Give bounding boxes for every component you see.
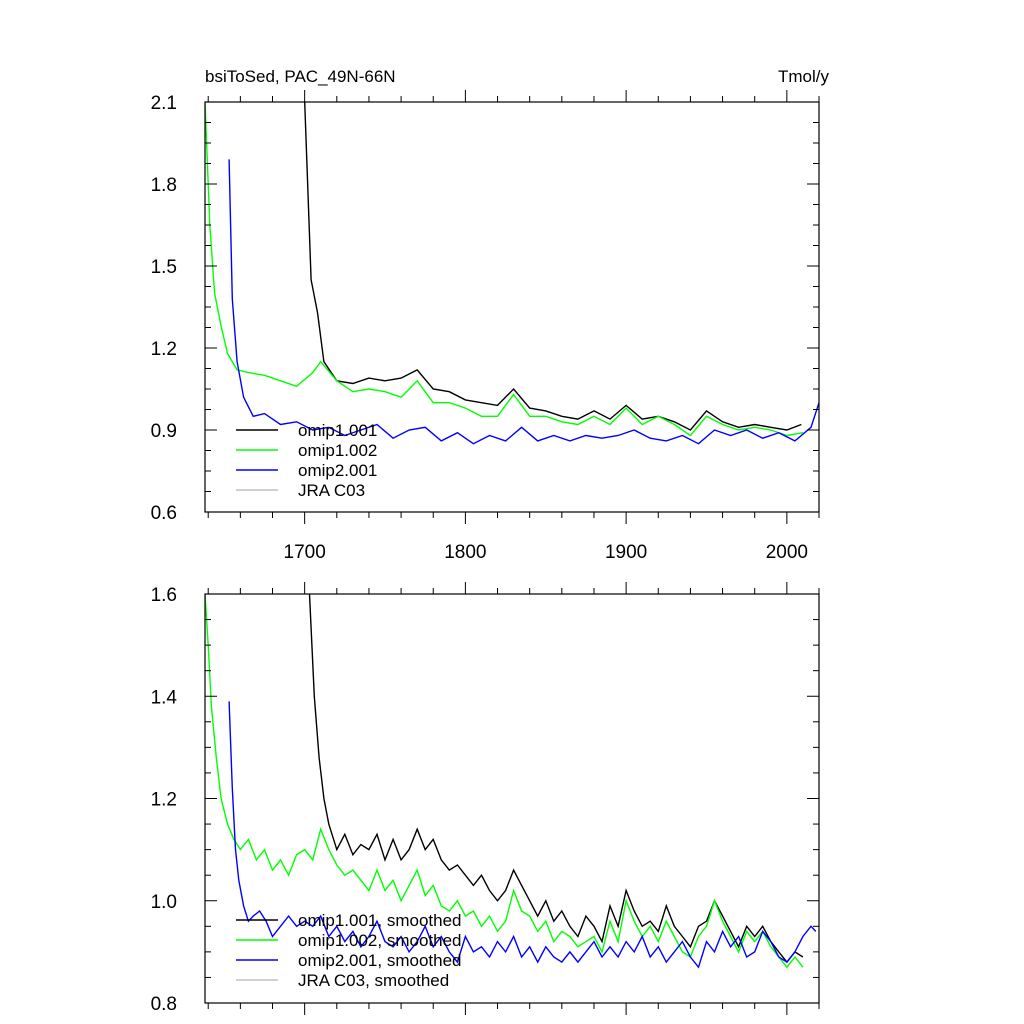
units-label: Tmol/y	[778, 67, 830, 86]
y-tick-label: 1.5	[151, 257, 177, 278]
legend-label: omip1.002	[298, 441, 377, 460]
legend-label: omip1.001	[298, 421, 377, 440]
legend-label: JRA C03, smoothed	[298, 971, 449, 990]
y-tick-label: 0.6	[151, 503, 177, 524]
x-tick-label: 1900	[605, 542, 647, 563]
series-line-1-1	[205, 594, 804, 969]
y-tick-label: 1.4	[151, 687, 178, 708]
y-tick-label: 0.8	[151, 994, 177, 1015]
series-line-0-2	[228, 159, 819, 445]
top-panel: 0.6 0.9 1.2 1.5 1.8 2.1 1700 1800 1900 2000 omip1.…	[151, 90, 820, 563]
x-tick-label: 1800	[444, 542, 486, 563]
legend-label: omip2.001	[298, 461, 377, 480]
y-tick-label: 1.6	[151, 585, 177, 606]
y-tick-label: 0.9	[151, 421, 177, 442]
series-line-1-2	[228, 701, 817, 969]
y-tick-label: 1.2	[151, 339, 177, 360]
y-tick-label: 2.1	[151, 93, 177, 114]
legend-label: JRA C03	[298, 481, 365, 500]
legend-label: omip1.002, smoothed	[298, 931, 462, 950]
series-line-0-1	[205, 102, 804, 437]
legend-label: omip2.001, smoothed	[298, 951, 462, 970]
y-tick-label: 1.0	[151, 892, 177, 913]
y-tick-label: 1.2	[151, 790, 177, 811]
y-tick-label: 1.8	[151, 175, 177, 196]
legend-label: omip1.001, smoothed	[298, 911, 462, 930]
series-line-0-0	[304, 102, 802, 431]
chart-title: bsiToSed, PAC_49N-66N	[205, 67, 396, 86]
bottom-panel: 0.8 1.0 1.2 1.4 1.6 omip1.001, smoothedomip1.…	[151, 582, 820, 1015]
x-tick-label: 2000	[766, 542, 808, 563]
series-line-1-0	[308, 594, 804, 964]
x-tick-label: 1700	[284, 542, 326, 563]
